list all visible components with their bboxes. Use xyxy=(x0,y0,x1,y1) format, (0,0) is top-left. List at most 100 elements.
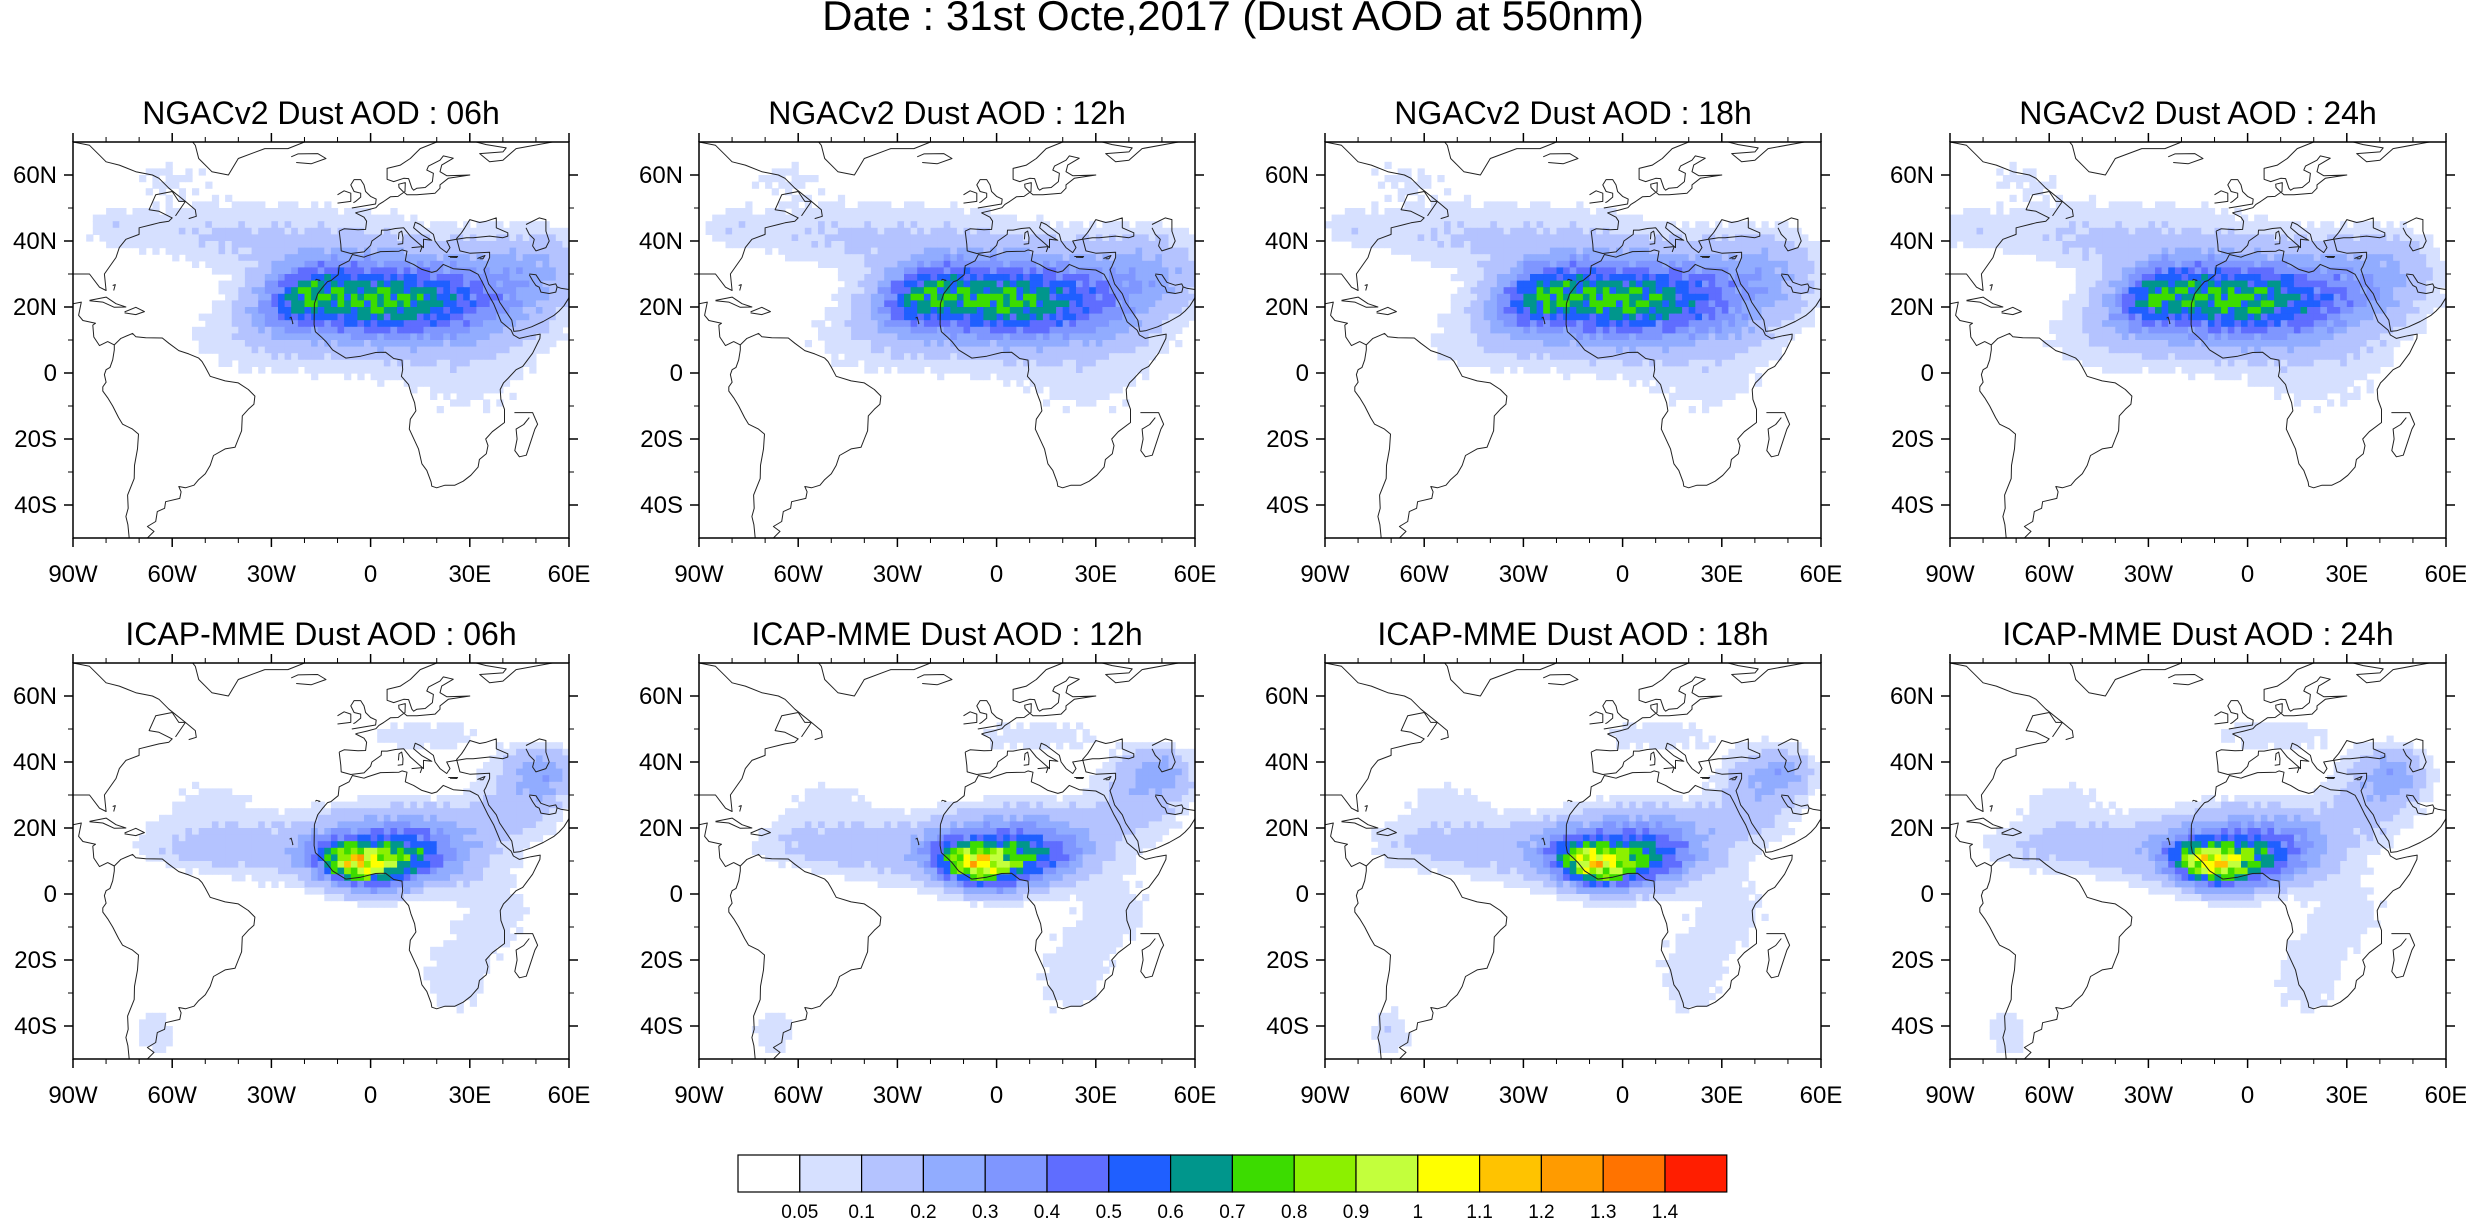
lat-tick-label: 40S xyxy=(14,492,57,519)
coastlines xyxy=(699,142,1195,538)
lon-tick-label: 0 xyxy=(990,561,1003,588)
lon-tick-label: 90W xyxy=(674,561,724,588)
lat-tick-label: 0 xyxy=(1296,360,1309,387)
lat-tick-label: 20S xyxy=(14,947,57,974)
map-panel: ICAP-MME Dust AOD : 06h 90W 60W 30W 0 30E 60E 6… xyxy=(13,616,590,1109)
lat-tick-label: 0 xyxy=(670,881,683,908)
colorbar-label: 1.1 xyxy=(1466,1202,1492,1221)
lon-tick-label: 60W xyxy=(1400,1082,1450,1109)
lon-tick-label: 30E xyxy=(2325,561,2368,588)
panel-title: ICAP-MME Dust AOD : 06h xyxy=(125,616,516,652)
lon-tick-label: 90W xyxy=(1300,561,1350,588)
lat-tick-label: 0 xyxy=(44,360,57,387)
lon-tick-label: 90W xyxy=(1925,561,1975,588)
lon-tick-label: 30W xyxy=(873,1082,923,1109)
lon-tick-label: 30E xyxy=(448,561,491,588)
dust-aod-field xyxy=(86,161,569,414)
coastlines xyxy=(1950,663,2446,1059)
lat-tick-label: 60N xyxy=(13,683,57,710)
lat-tick-label: 60N xyxy=(639,162,683,189)
colorbar-swatch xyxy=(922,1154,986,1193)
colorbar-label: 0.7 xyxy=(1219,1202,1245,1221)
map-panel: NGACv2 Dust AOD : 12h 90W 60W 30W 0 30E 60E 60N… xyxy=(639,95,1216,588)
panel-title: ICAP-MME Dust AOD : 18h xyxy=(1377,616,1768,652)
lon-tick-label: 30E xyxy=(2325,1082,2368,1109)
colorbar-swatch xyxy=(737,1154,801,1193)
lon-tick-label: 30W xyxy=(1499,561,1549,588)
lon-tick-label: 30E xyxy=(1700,561,1743,588)
lat-tick-label: 20N xyxy=(639,294,683,321)
colorbar-label: 0.1 xyxy=(848,1202,874,1221)
lon-tick-label: 30W xyxy=(873,561,923,588)
lon-tick-label: 90W xyxy=(1300,1082,1350,1109)
lon-tick-label: 90W xyxy=(1925,1082,1975,1109)
lat-tick-label: 0 xyxy=(670,360,683,387)
map-panel: NGACv2 Dust AOD : 24h 90W 60W 30W 0 30E 60E 60N… xyxy=(1890,95,2466,588)
lon-tick-label: 60W xyxy=(2025,561,2075,588)
lat-tick-label: 0 xyxy=(44,881,57,908)
lon-tick-label: 90W xyxy=(48,561,98,588)
lon-tick-label: 60W xyxy=(148,1082,198,1109)
lat-tick-label: 40N xyxy=(1890,228,1934,255)
coastlines xyxy=(1325,663,1821,1059)
colorbar-swatch xyxy=(1602,1154,1666,1193)
lat-tick-label: 20S xyxy=(1891,947,1934,974)
lon-tick-label: 60E xyxy=(1800,1082,1843,1109)
dust-aod-field xyxy=(132,722,569,1053)
map-panel: ICAP-MME Dust AOD : 24h 90W 60W 30W 0 30E 60E 6… xyxy=(1890,616,2466,1109)
lon-tick-label: 90W xyxy=(674,1082,724,1109)
colorbar-swatch xyxy=(799,1154,863,1193)
colorbar-swatch xyxy=(1231,1154,1295,1193)
map-panel: NGACv2 Dust AOD : 06h 90W 60W 30W 0 30E 60E 60N… xyxy=(13,95,590,588)
lat-tick-label: 20N xyxy=(639,815,683,842)
lat-tick-label: 20N xyxy=(1890,294,1934,321)
lat-tick-label: 40N xyxy=(13,749,57,776)
colorbar-label: 0.3 xyxy=(972,1202,998,1221)
panel-title: NGACv2 Dust AOD : 18h xyxy=(1394,95,1751,131)
lon-tick-label: 0 xyxy=(364,561,377,588)
lat-tick-label: 60N xyxy=(1265,162,1309,189)
colorbar-label: 0.8 xyxy=(1281,1202,1307,1221)
lon-tick-label: 60W xyxy=(2025,1082,2075,1109)
lon-tick-label: 30W xyxy=(247,561,297,588)
lat-tick-label: 20N xyxy=(13,294,57,321)
lat-tick-label: 40N xyxy=(1890,749,1934,776)
lat-tick-label: 20S xyxy=(640,426,683,453)
lon-tick-label: 30E xyxy=(448,1082,491,1109)
lon-tick-label: 30E xyxy=(1074,1082,1117,1109)
panel-title: ICAP-MME Dust AOD : 12h xyxy=(751,616,1142,652)
colorbar-label: 0.9 xyxy=(1343,1202,1369,1221)
lon-tick-label: 60E xyxy=(548,561,591,588)
colorbar-swatch xyxy=(1293,1154,1357,1193)
lat-tick-label: 20N xyxy=(1265,815,1309,842)
map-panels: NGACv2 Dust AOD : 06h 90W 60W 30W 0 30E 60E 60N… xyxy=(13,95,2466,1109)
lon-tick-label: 0 xyxy=(1616,561,1629,588)
colorbar: 0.05 0.1 0.2 0.3 0.4 0.5 0.6 0.7 0.8 0.9 1 1.1 1.2 1.… xyxy=(737,1154,1728,1221)
lat-tick-label: 20N xyxy=(1265,294,1309,321)
lon-tick-label: 30W xyxy=(2124,1082,2174,1109)
lat-tick-label: 40S xyxy=(14,1013,57,1040)
colorbar-label: 1.4 xyxy=(1652,1202,1679,1221)
colorbar-swatch xyxy=(1478,1154,1542,1193)
lat-tick-label: 40N xyxy=(1265,228,1309,255)
lat-tick-label: 20S xyxy=(640,947,683,974)
panel-title: NGACv2 Dust AOD : 12h xyxy=(768,95,1125,131)
lat-tick-label: 20N xyxy=(13,815,57,842)
colorbar-label: 1 xyxy=(1413,1202,1424,1221)
lon-tick-label: 60E xyxy=(1174,561,1217,588)
colorbar-swatch xyxy=(984,1154,1048,1193)
map-panel: ICAP-MME Dust AOD : 12h 90W 60W 30W 0 30E 60E 6… xyxy=(639,616,1216,1109)
lat-tick-label: 40N xyxy=(13,228,57,255)
lat-tick-label: 60N xyxy=(1890,683,1934,710)
colorbar-label: 0.4 xyxy=(1034,1202,1061,1221)
colorbar-label: 0.2 xyxy=(910,1202,936,1221)
colorbar-label: 0.6 xyxy=(1157,1202,1183,1221)
lon-tick-label: 60W xyxy=(774,561,824,588)
lon-tick-label: 30W xyxy=(247,1082,297,1109)
dust-aod-field xyxy=(1325,161,1821,414)
lat-tick-label: 40S xyxy=(1891,1013,1934,1040)
lon-tick-label: 60E xyxy=(2425,1082,2466,1109)
colorbar-label: 0.5 xyxy=(1096,1202,1122,1221)
lon-tick-label: 60E xyxy=(2425,561,2466,588)
lat-tick-label: 20S xyxy=(1266,947,1309,974)
